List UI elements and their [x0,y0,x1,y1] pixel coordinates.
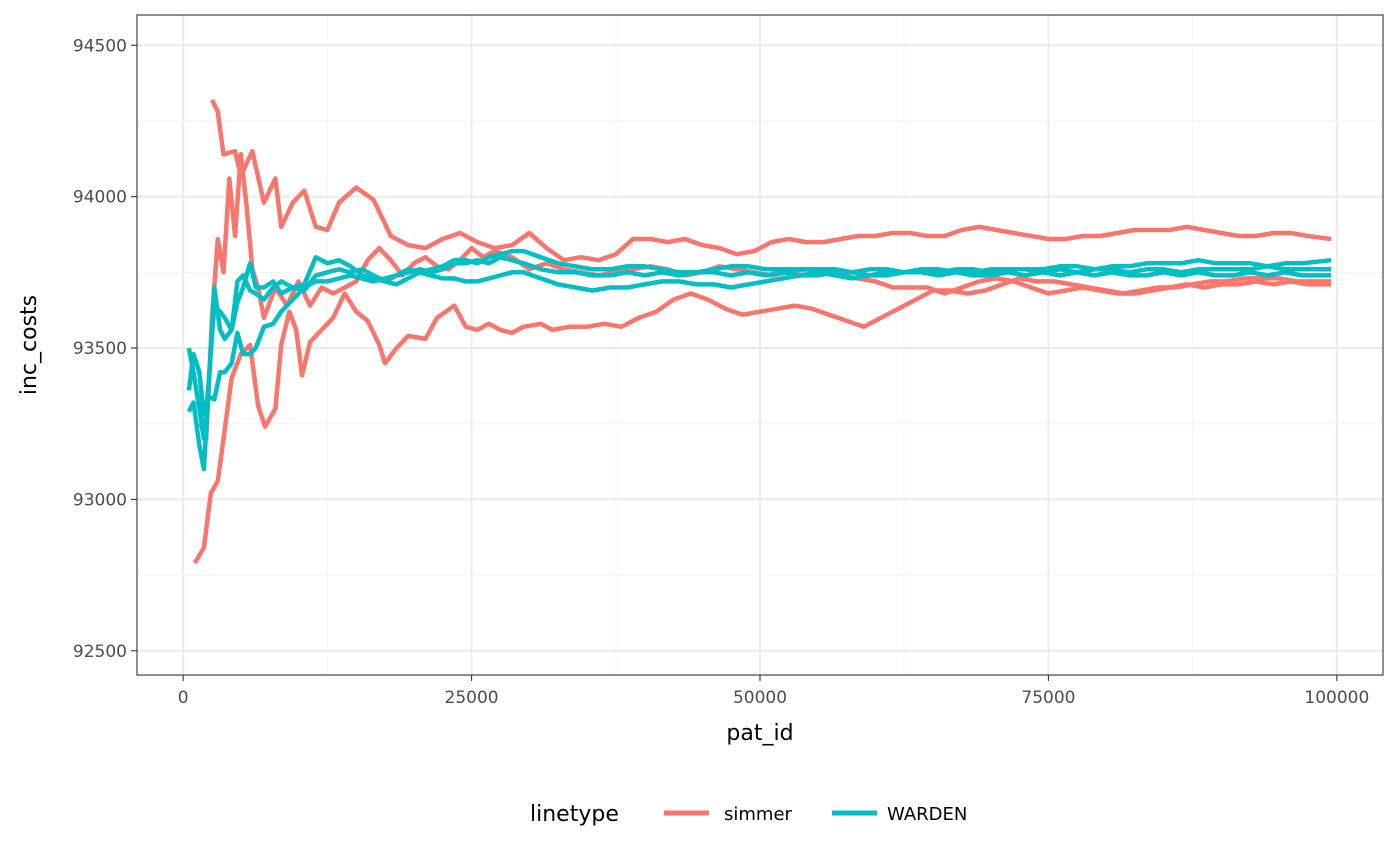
y-axis-title: inc_costs [17,295,42,395]
legend-title: linetype [530,802,619,827]
y-tick-label: 92500 [73,642,127,662]
y-tick-label: 94500 [73,36,127,56]
legend-label-warden: WARDEN [887,804,967,825]
y-tick-label: 93000 [73,490,127,510]
legend: linetype simmer WARDEN [530,802,967,827]
y-tick-label: 93500 [73,339,127,359]
y-axis-ticks: 92500 93000 93500 94000 94500 [73,36,137,662]
x-tick-label: 0 [178,688,189,708]
x-axis-title: pat_id [726,721,793,746]
series-line-warden-6 [186,254,1332,417]
series-line-warden-4 [186,248,1332,472]
series-lines [186,98,1332,565]
x-axis-ticks: 0 25000 50000 75000 100000 [178,675,1369,708]
x-tick-label: 25000 [445,688,499,708]
y-tick-label: 94000 [73,188,127,208]
legend-label-simmer: simmer [724,804,793,825]
x-tick-label: 75000 [1021,688,1075,708]
x-tick-label: 100000 [1304,688,1369,708]
major-gridlines [137,15,1383,675]
series-line-simmer-1 [209,98,1332,263]
x-tick-label: 50000 [733,688,787,708]
